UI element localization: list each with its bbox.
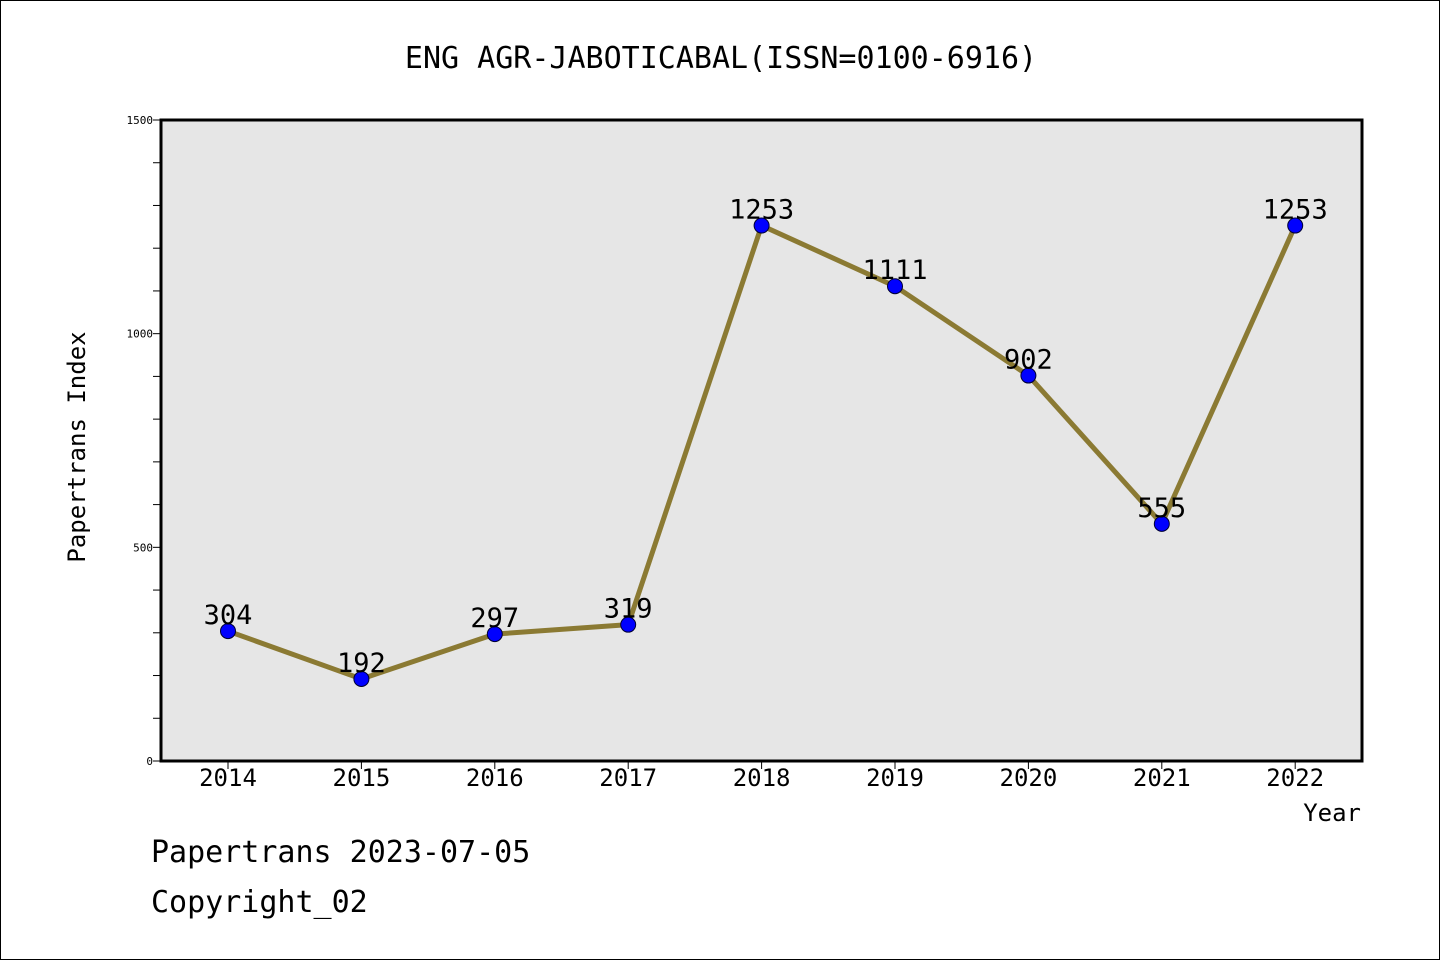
x-tick-label: 2016 (466, 764, 524, 792)
footer-date-text: Papertrans 2023-07-05 (151, 835, 531, 870)
footer-copyright-text: Copyright_02 (151, 885, 368, 920)
data-label: 192 (337, 648, 386, 679)
data-point (1020, 367, 1037, 384)
x-axis-label: Year (1303, 799, 1361, 827)
data-point (1153, 515, 1170, 532)
data-point (486, 626, 503, 643)
data-point (753, 217, 770, 234)
y-tick-label: 1500 (127, 114, 154, 127)
y-tick-label: 0 (146, 755, 153, 768)
x-tick-label: 2022 (1266, 764, 1324, 792)
chart-title: ENG AGR-JABOTICABAL(ISSN=0100-6916) (405, 41, 1037, 76)
data-point (1287, 217, 1304, 234)
data-point (887, 278, 903, 295)
x-axis: 2014 2015 2016 2017 2018 2019 2020 2021 2022 (199, 761, 1324, 792)
data-label: 319 (604, 594, 653, 625)
x-tick-label: 2017 (599, 764, 657, 792)
x-tick-label: 2014 (199, 764, 257, 792)
x-tick-label: 2015 (333, 764, 391, 792)
data-point (353, 670, 370, 687)
data-label: 1111 (862, 255, 927, 286)
data-label: 902 (1004, 345, 1053, 376)
y-tick-label: 500 (133, 541, 153, 554)
data-label: 1253 (1263, 195, 1328, 226)
data-point (620, 616, 637, 633)
x-tick-label: 2018 (733, 764, 791, 792)
y-tick-label: 1000 (127, 328, 154, 341)
data-label: 1253 (729, 195, 794, 226)
y-axis: 0 500 1000 1500 (127, 114, 161, 768)
y-axis-label: Papertrans Index (63, 331, 91, 562)
data-label: 555 (1137, 493, 1186, 524)
x-tick-label: 2019 (866, 764, 924, 792)
data-point (220, 623, 236, 640)
x-tick-label: 2021 (1133, 764, 1191, 792)
series-papertrans-index: 304 192 297 319 1253 1111 902 555 1253 (204, 195, 1328, 687)
data-label: 304 (204, 600, 253, 631)
data-label: 297 (470, 603, 519, 634)
x-tick-label: 2020 (1000, 764, 1058, 792)
